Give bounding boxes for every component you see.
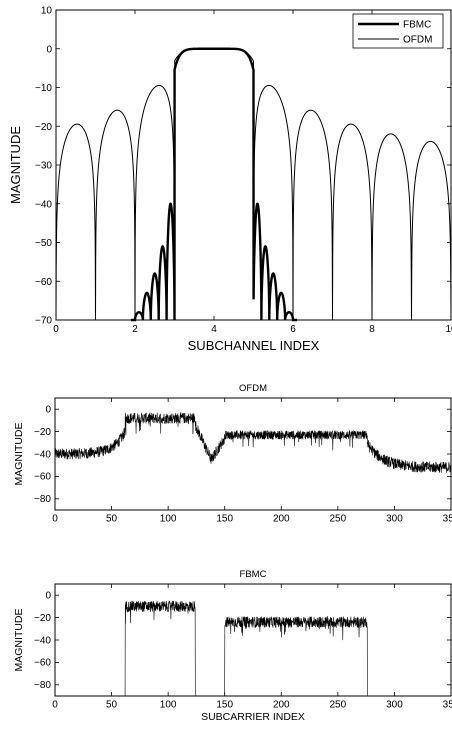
x-tick-label: 350 bbox=[443, 700, 452, 711]
x-tick-label: 10 bbox=[445, 324, 452, 335]
y-tick-label: 0 bbox=[45, 591, 51, 602]
spectrum-line bbox=[124, 600, 368, 696]
y-tick-label: −40 bbox=[34, 635, 51, 646]
y-tick-label: −80 bbox=[34, 680, 51, 691]
x-tick-label: 200 bbox=[273, 700, 290, 711]
axis-ticks-3: 0 50 100 150 200 250 300 350 0 −20 −40 −60 −80 bbox=[34, 584, 452, 711]
axis-ticks-1: 0 2 4 6 8 10 10 0 −10 −20 −30 −40 −50 −60 −70 bbox=[35, 6, 452, 336]
x-tick-label: 300 bbox=[386, 514, 403, 525]
plot-lines-2 bbox=[55, 411, 451, 473]
x-tick-label: 200 bbox=[273, 514, 290, 525]
x-tick-label: 4 bbox=[211, 324, 217, 335]
y-tick-label: −40 bbox=[35, 199, 52, 210]
chart-3: FBMC 0501001502002503003500−20−40−60−80 … bbox=[13, 569, 452, 723]
x-tick-label: 250 bbox=[330, 700, 347, 711]
y-tick-label: −80 bbox=[34, 494, 51, 505]
series-ofdm-line bbox=[55, 48, 452, 321]
legend-1: FBMC OFDM bbox=[352, 13, 444, 49]
chart-1: 0 2 4 6 8 10 10 0 −10 −20 −30 −40 −50 −60 −70 SUBCHANN… bbox=[8, 6, 452, 354]
y-tick-label: 0 bbox=[46, 44, 52, 55]
y-tick-label: −50 bbox=[35, 238, 52, 249]
y-tick-label: −20 bbox=[34, 613, 51, 624]
y-tick-label: −30 bbox=[35, 161, 52, 172]
plot-lines-1 bbox=[55, 47, 452, 322]
y-tick-label: 0 bbox=[45, 405, 51, 416]
chart-2: OFDM 0501001502002503003500−20−40−60−80 … bbox=[13, 383, 452, 525]
chart-title-2: OFDM bbox=[239, 383, 267, 394]
y-tick-label: −40 bbox=[34, 449, 51, 460]
x-tick-label: 100 bbox=[160, 514, 177, 525]
x-axis-label-1: SUBCHANNEL INDEX bbox=[188, 338, 320, 353]
axis-ticks-2: 0 50 100 150 200 250 300 350 0 −20 −40 −60 −80 bbox=[34, 398, 452, 525]
plot-area-2 bbox=[54, 397, 452, 511]
legend-box bbox=[352, 13, 444, 49]
y-tick-label: −60 bbox=[34, 472, 51, 483]
x-tick-label: 300 bbox=[386, 700, 403, 711]
x-tick-label: 350 bbox=[443, 514, 452, 525]
x-tick-label: 150 bbox=[216, 700, 233, 711]
x-axis-label-3: SUBCARRIER INDEX bbox=[201, 711, 305, 723]
x-tick-label: 100 bbox=[160, 700, 177, 711]
x-tick-label: 6 bbox=[290, 324, 296, 335]
x-tick-label: 50 bbox=[106, 700, 118, 711]
y-tick-label: −60 bbox=[35, 277, 52, 288]
plot-lines-3 bbox=[124, 600, 368, 696]
y-axis-label-1: MAGNITUDE bbox=[8, 126, 23, 204]
x-tick-label: 8 bbox=[369, 324, 375, 335]
legend-label-ofdm: OFDM bbox=[403, 35, 432, 46]
x-tick-label: 0 bbox=[52, 514, 58, 525]
x-tick-label: 0 bbox=[52, 700, 58, 711]
x-tick-label: 150 bbox=[216, 514, 233, 525]
chart-title-3: FBMC bbox=[240, 569, 267, 580]
y-tick-label: −70 bbox=[35, 316, 52, 327]
x-tick-label: 50 bbox=[106, 514, 118, 525]
legend-label-fbmc: FBMC bbox=[403, 20, 431, 31]
y-tick-label: −20 bbox=[34, 427, 51, 438]
y-tick-label: −20 bbox=[35, 122, 52, 133]
y-tick-label: 10 bbox=[41, 6, 53, 17]
plot-area-3 bbox=[54, 583, 452, 697]
spectrum-line bbox=[55, 411, 451, 473]
series-fbmc-line bbox=[131, 47, 297, 322]
x-tick-label: 250 bbox=[330, 514, 347, 525]
y-axis-label-3: MAGNITUDE bbox=[13, 609, 25, 672]
x-tick-label: 2 bbox=[132, 324, 138, 335]
x-tick-label: 0 bbox=[53, 324, 59, 335]
y-tick-label: −60 bbox=[34, 658, 51, 669]
y-axis-label-2: MAGNITUDE bbox=[13, 423, 25, 486]
y-tick-label: −10 bbox=[35, 83, 52, 94]
